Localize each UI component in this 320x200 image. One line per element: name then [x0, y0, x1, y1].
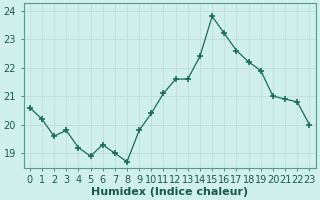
- X-axis label: Humidex (Indice chaleur): Humidex (Indice chaleur): [91, 187, 248, 197]
